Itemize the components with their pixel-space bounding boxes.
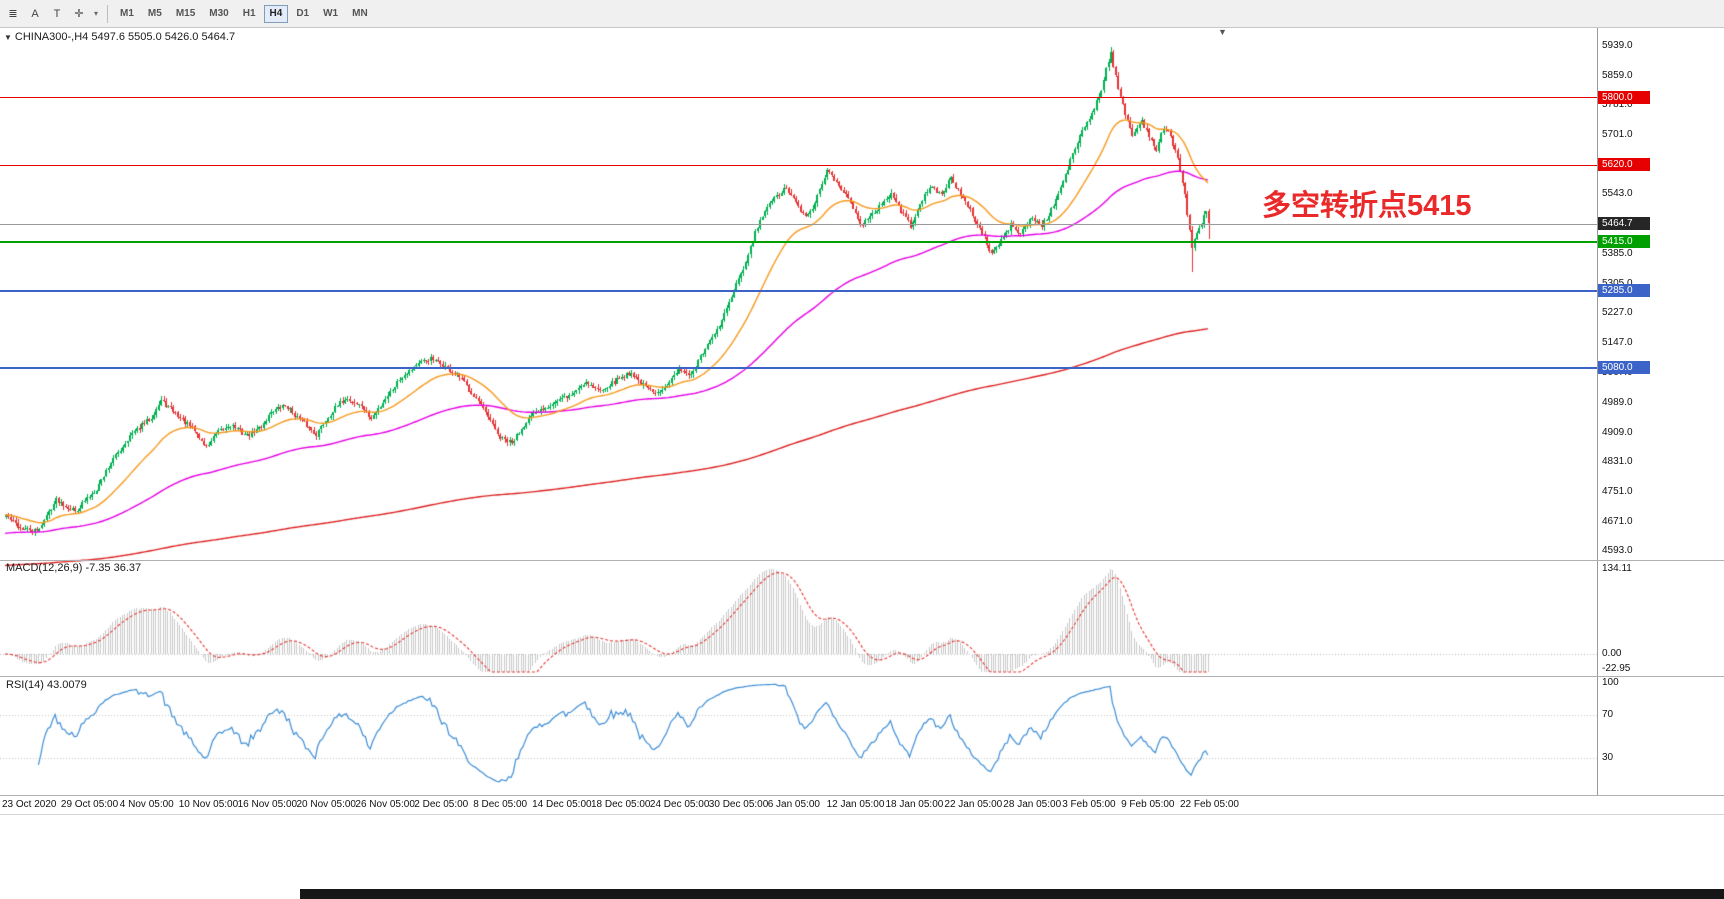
price-axis-label: 5939.0 (1602, 39, 1633, 51)
date-label: 14 Dec 05:00 (532, 799, 592, 810)
price-line-box: 5620.0 (1598, 158, 1650, 171)
price-line-box: 5080.0 (1598, 361, 1650, 374)
timeframe-m1[interactable]: M1 (120, 8, 134, 19)
timeframe-m30[interactable]: M30 (209, 8, 229, 19)
timeframe-h1[interactable]: H1 (242, 8, 256, 19)
rsi-axis-label: 70 (1602, 709, 1614, 721)
horizontal-line-5415.0[interactable] (0, 241, 1597, 243)
horizontal-line-5080.0[interactable] (0, 367, 1597, 369)
date-label: 23 Oct 2020 (2, 799, 57, 810)
date-label: 18 Dec 05:00 (591, 799, 651, 810)
rsi-axis-label: 100 (1602, 677, 1619, 688)
current-price-line (0, 224, 1597, 225)
price-axis-label: 4989.0 (1602, 396, 1633, 408)
chart-title: ▼ CHINA300-,H4 5497.6 5505.0 5426.0 5464.… (4, 31, 235, 43)
timeframe-w1[interactable]: W1 (323, 8, 339, 19)
chart-title-text: CHINA300-,H4 5497.6 5505.0 5426.0 5464.7 (14, 31, 236, 43)
window-bottom-edge (0, 814, 1724, 815)
horizontal-line-5620.0[interactable] (0, 165, 1597, 166)
macd-axis-label: 134.11 (1602, 562, 1632, 574)
timeframe-mn[interactable]: MN (352, 8, 368, 19)
date-label: 10 Nov 05:00 (178, 799, 239, 810)
text-tool-button[interactable]: T (53, 7, 61, 20)
panel-separator-macd[interactable] (0, 560, 1724, 561)
date-label: 9 Feb 05:00 (1121, 799, 1175, 810)
macd-title: MACD(12,26,9) -7.35 36.37 (6, 562, 142, 574)
date-label: 3 Feb 05:00 (1062, 799, 1116, 810)
timeframe-m5[interactable]: M5 (147, 8, 162, 19)
date-label: 20 Nov 05:00 (296, 799, 357, 810)
price-line-box: 5285.0 (1598, 284, 1650, 297)
toolbar: ≣ A T ✛ ▾ M1 M5 M15 M30 H1 H4 D1 W1 MN (0, 0, 1724, 28)
price-axis-label: 5385.0 (1602, 247, 1633, 259)
date-label: 22 Feb 05:00 (1180, 799, 1239, 810)
price-axis-label: 5305.0 (1602, 278, 1633, 289)
label-tool-button[interactable]: A (31, 7, 39, 20)
price-axis-label: 4909.0 (1602, 426, 1633, 438)
timeframe-d1[interactable]: D1 (296, 8, 310, 19)
price-chart-canvas[interactable] (0, 0, 1724, 820)
date-label: 29 Oct 05:00 (60, 799, 119, 810)
price-axis-label: 5781.0 (1602, 98, 1633, 110)
date-label: 6 Jan 05:00 (767, 799, 820, 810)
date-label: 8 Dec 05:00 (473, 799, 528, 810)
timeframe-m15[interactable]: M15 (175, 8, 196, 19)
panel-separator-dates (0, 795, 1724, 796)
date-label: 18 Jan 05:00 (885, 799, 944, 810)
rsi-title: RSI(14) 43.0079 (6, 679, 87, 691)
annotation-text[interactable]: 多空转折点5415 (1262, 190, 1472, 222)
price-axis-label: 5147.0 (1602, 337, 1633, 349)
timeframe-h4[interactable]: H4 (263, 4, 289, 23)
crosshair-icon[interactable]: ✛ (74, 8, 84, 20)
date-label: 26 Nov 05:00 (355, 799, 415, 810)
date-label: 4 Nov 05:00 (119, 799, 174, 810)
macd-axis-label: 0.00 (1602, 648, 1622, 659)
taskbar-strip[interactable] (300, 889, 1724, 899)
date-label: 12 Jan 05:00 (826, 799, 885, 810)
date-label: 16 Nov 05:00 (237, 799, 298, 810)
horizontal-line-5800.0[interactable] (0, 97, 1597, 98)
chart-shift-marker-icon[interactable]: ▼ (1218, 27, 1227, 37)
price-line-box: 5415.0 (1598, 235, 1650, 248)
price-axis-label: 5227.0 (1602, 307, 1633, 319)
chevron-down-icon[interactable]: ▾ (93, 9, 98, 18)
price-axis-label: 5701.0 (1602, 128, 1633, 140)
price-axis-label: 4671.0 (1602, 516, 1633, 528)
chart-list-icon[interactable]: ≣ (8, 8, 18, 20)
date-label: 24 Dec 05:00 (649, 799, 710, 810)
date-label: 28 Jan 05:00 (1003, 799, 1062, 810)
rsi-axis-label: 30 (1602, 751, 1614, 763)
panel-separator-rsi[interactable] (0, 676, 1724, 677)
date-label: 22 Jan 05:00 (944, 799, 1003, 810)
toolbar-separator (107, 4, 108, 23)
price-axis-label: 4751.0 (1602, 485, 1633, 497)
price-axis-separator (1597, 28, 1598, 796)
price-line-box: 5800.0 (1598, 91, 1650, 104)
collapse-icon[interactable]: ▼ (4, 33, 12, 42)
current-price-box: 5464.7 (1598, 217, 1650, 230)
horizontal-line-5285.0[interactable] (0, 290, 1597, 292)
price-axis-label: 4593.0 (1602, 545, 1633, 557)
date-label: 2 Dec 05:00 (414, 799, 469, 810)
date-label: 30 Dec 05:00 (708, 799, 769, 810)
price-axis-label: 4831.0 (1602, 455, 1633, 467)
price-axis-label: 5859.0 (1602, 69, 1633, 81)
price-axis-label: 5543.0 (1602, 188, 1633, 200)
macd-axis-label: -22.95 (1602, 662, 1631, 674)
